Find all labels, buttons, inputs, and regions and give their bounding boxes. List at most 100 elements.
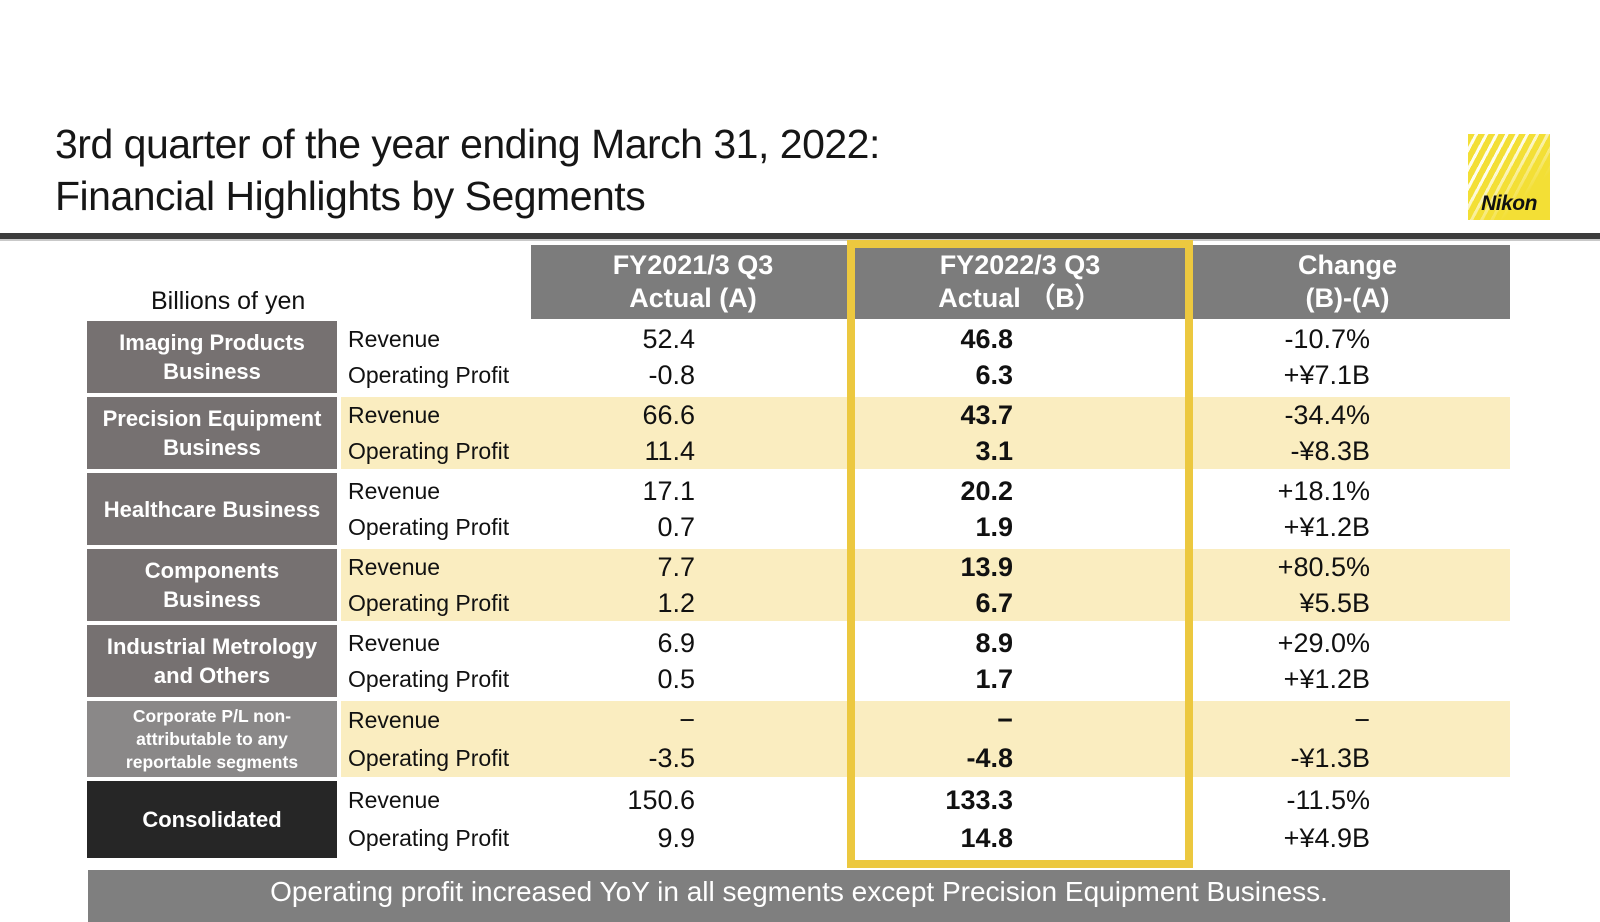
segment-label: Components Business [87, 549, 337, 621]
metric-label: Revenue [348, 477, 441, 504]
segment-label-line: and Others [153, 663, 271, 688]
segment-label-line: Corporate P/L non- [132, 705, 292, 726]
segment-block: Imaging Products Business Revenue 52.4 46.8 -… [87, 319, 1510, 395]
footer-note-text: Operating profit increased YoY in all se… [270, 876, 1328, 907]
value-fy2021: 6.9 [657, 627, 695, 658]
value-change: +¥1.2B [1283, 663, 1370, 694]
table-row: Operating Profit 0.7 1.9 +¥1.2B [341, 509, 1510, 545]
column-header-line2: Actual (A) [629, 283, 757, 313]
segment-rows: Revenue 66.6 43.7 -34.4% Operating Profit 11.… [341, 397, 1510, 469]
value-fy2022: 6.3 [975, 359, 1013, 390]
segment-rows: Revenue 6.9 8.9 +29.0% Operating Profit 0.5 1.… [341, 625, 1510, 697]
table-row: Operating Profit 0.5 1.7 +¥1.2B [341, 661, 1510, 697]
segment-label: Precision Equipment Business [87, 397, 337, 469]
segment-label-line: Business [163, 359, 261, 384]
metric-label: Revenue [348, 706, 441, 733]
page-title-line1: 3rd quarter of the year ending March 31,… [55, 121, 880, 167]
value-change: -¥1.3B [1290, 742, 1370, 773]
value-change: -¥8.3B [1290, 435, 1370, 466]
metric-label: Revenue [348, 325, 441, 352]
value-change: +¥1.2B [1283, 511, 1370, 542]
metric-label: Operating Profit [348, 665, 510, 692]
table-row: Revenue 66.6 43.7 -34.4% [341, 397, 1510, 433]
value-fy2021: 11.4 [644, 435, 695, 466]
metric-label: Operating Profit [348, 513, 510, 540]
segment-block: Precision Equipment Business Revenue 66.6 43… [87, 395, 1510, 471]
value-fy2022: 6.7 [975, 587, 1013, 618]
metric-label: Revenue [348, 629, 441, 656]
metric-label: Operating Profit [348, 744, 510, 771]
value-fy2022: 14.8 [960, 823, 1013, 854]
table-row: Operating Profit -3.5 -4.8 -¥1.3B [341, 739, 1510, 777]
segment-rows: Revenue 150.6 133.3 -11.5% Operating Profit 9… [341, 781, 1510, 858]
table-row: Operating Profit -0.8 6.3 +¥7.1B [341, 357, 1510, 393]
value-fy2022: 3.1 [975, 435, 1013, 466]
value-fy2021: -0.8 [648, 359, 695, 390]
segments-table: Billions of yen FY2021/3 Q3 Actual (A) FY2… [87, 245, 1510, 860]
value-fy2021: 7.7 [657, 551, 695, 582]
segment-rows: Revenue 7.7 13.9 +80.5% Operating Profit 1.2 6… [341, 549, 1510, 621]
nikon-logo: Nikon [1468, 134, 1550, 220]
segment-block: Consolidated Revenue 150.6 133.3 -11.5% Opera… [87, 779, 1510, 860]
metric-label: Revenue [348, 786, 441, 813]
footer-note-bar: Operating profit increased YoY in all se… [88, 870, 1510, 922]
column-header-line2: (B)-(A) [1305, 283, 1390, 313]
segment-label: Consolidated [87, 781, 337, 858]
table-row: Operating Profit 11.4 3.1 -¥8.3B [341, 433, 1510, 469]
segment-label-line: Consolidated [142, 807, 282, 832]
value-fy2022: 133.3 [945, 784, 1013, 815]
value-fy2021: 150.6 [627, 784, 695, 815]
column-header-change: Change (B)-(A) [1185, 245, 1510, 319]
column-header-line2: Actual （B） [938, 283, 1102, 313]
metric-label: Operating Profit [348, 589, 510, 616]
segment-label: Imaging Products Business [87, 321, 337, 393]
value-change: -10.7% [1284, 323, 1370, 354]
segment-label-line: Business [163, 435, 261, 460]
title-divider [0, 233, 1600, 239]
table-row: Revenue − − − [341, 701, 1510, 739]
segment-label: Industrial Metrology and Others [87, 625, 337, 697]
table-row: Revenue 6.9 8.9 +29.0% [341, 625, 1510, 661]
value-change: -11.5% [1286, 784, 1370, 815]
column-header-fy2022: FY2022/3 Q3 Actual （B） [855, 245, 1185, 319]
logo-rays-decoration [1468, 134, 1550, 220]
metric-label: Operating Profit [348, 361, 510, 388]
value-change: -34.4% [1284, 399, 1370, 430]
value-fy2022: 1.9 [975, 511, 1013, 542]
value-change: +29.0% [1277, 627, 1370, 658]
column-header-line1: FY2022/3 Q3 [939, 250, 1101, 280]
segment-rows: Revenue − − − Operating Profit -3.5 -4.8 -¥1.3B [341, 701, 1510, 777]
table-row: Operating Profit 9.9 14.8 +¥4.9B [341, 820, 1510, 859]
value-change: ¥5.5B [1299, 587, 1370, 618]
column-header-line1: FY2021/3 Q3 [612, 250, 774, 280]
value-fy2021: 52.4 [642, 323, 695, 354]
unit-label: Billions of yen [151, 287, 306, 315]
metric-label: Revenue [348, 553, 441, 580]
value-change: − [1354, 704, 1370, 735]
segment-label-line: attributable to any [136, 728, 288, 749]
segment-label-line: reportable segments [125, 751, 299, 772]
table-row: Revenue 150.6 133.3 -11.5% [341, 781, 1510, 820]
column-headers: FY2021/3 Q3 Actual (A) FY2022/3 Q3 Actual （… [531, 245, 1510, 319]
segment-label: Healthcare Business [87, 473, 337, 545]
segment-rows-container: Imaging Products Business Revenue 52.4 46.8 -… [87, 319, 1510, 860]
table-row: Revenue 52.4 46.8 -10.7% [341, 321, 1510, 357]
value-fy2021: 66.6 [642, 399, 695, 430]
value-fy2022: 43.7 [960, 399, 1013, 430]
segment-block: Components Business Revenue 7.7 13.9 +80.5% Op… [87, 547, 1510, 623]
segment-label-line: Healthcare Business [103, 496, 321, 522]
segment-block: Industrial Metrology and Others Revenue 6.9… [87, 623, 1510, 699]
segment-label-line: Precision Equipment [102, 406, 322, 431]
segment-rows: Revenue 52.4 46.8 -10.7% Operating Profit -0.… [341, 321, 1510, 393]
value-change: +¥4.9B [1283, 823, 1370, 854]
value-fy2022: 20.2 [960, 475, 1013, 506]
value-fy2021: 17.1 [642, 475, 695, 506]
column-header-fy2021: FY2021/3 Q3 Actual (A) [531, 245, 855, 319]
page-title-line2: Financial Highlights by Segments [55, 173, 646, 219]
value-fy2022: 46.8 [960, 323, 1013, 354]
nikon-logo-text: Nikon [1481, 192, 1537, 215]
value-fy2021: 0.7 [657, 511, 695, 542]
value-change: +¥7.1B [1283, 359, 1370, 390]
value-fy2021: − [679, 704, 695, 735]
value-fy2022: 1.7 [975, 663, 1013, 694]
